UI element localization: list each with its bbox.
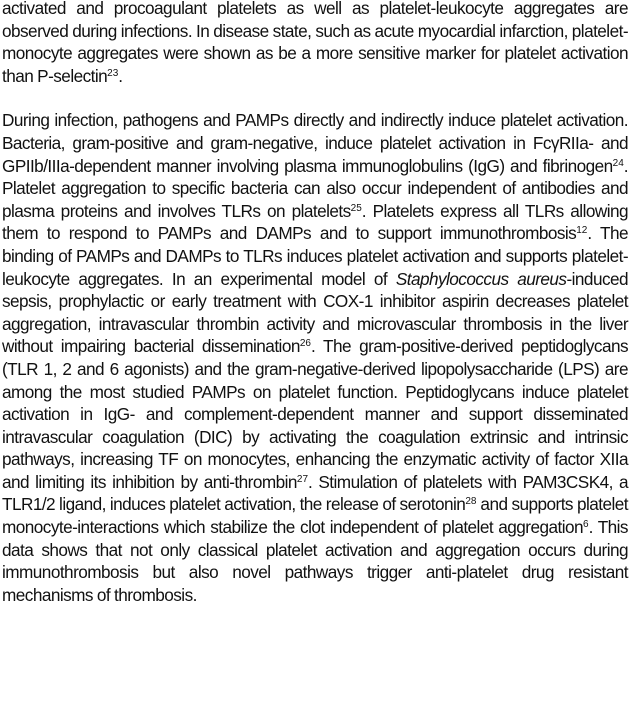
- citation-superscript: 28: [465, 496, 477, 508]
- text-run: . Platelet aggregation to specific bacte…: [2, 155, 629, 221]
- paragraph-continuation: activated and procoagulant platelets as …: [2, 0, 629, 87]
- text-run: activated and procoagulant platelets as …: [2, 0, 629, 86]
- citation-superscript: 6: [583, 519, 589, 531]
- text-run: . The gram-positive-derived peptidoglyca…: [2, 336, 629, 492]
- citation-superscript: 26: [299, 338, 311, 350]
- text-run: . Platelets express all TLRs allowing th…: [2, 200, 629, 244]
- paragraph-infection-platelet-activation: During infection, pathogens and PAMPs di…: [2, 109, 629, 606]
- text-run: -induced sepsis, prophylactic or early t…: [2, 268, 629, 357]
- text-run: .: [118, 65, 123, 86]
- species-name: Staphylococcus aureus: [395, 268, 567, 289]
- text-run: During infection, pathogens and PAMPs di…: [2, 110, 629, 176]
- citation-superscript: 27: [296, 473, 309, 485]
- citation-superscript: 25: [350, 202, 362, 214]
- text-run: . This data shows that not only classica…: [2, 517, 629, 605]
- citation-superscript: 24: [612, 157, 624, 169]
- citation-superscript: 12: [576, 225, 588, 237]
- citation-superscript: 23: [107, 67, 119, 79]
- document-page: activated and procoagulant platelets as …: [2, 0, 629, 606]
- text-run: . Stimulation of platelets with PAM3CSK4…: [2, 471, 629, 515]
- text-run: . The binding of PAMPs and DAMPs to TLRs…: [2, 223, 629, 289]
- text-run: and supports platelet monocyte-interacti…: [2, 494, 629, 538]
